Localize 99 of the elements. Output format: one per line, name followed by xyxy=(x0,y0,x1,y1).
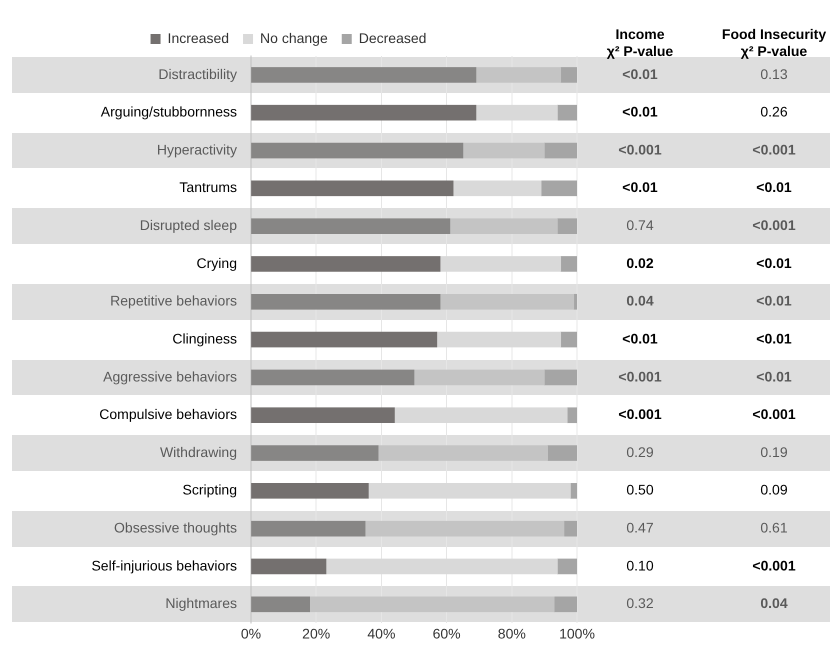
text: 0.47 xyxy=(626,520,654,536)
legend-label: Increased xyxy=(168,30,230,46)
bar xyxy=(554,596,577,612)
bar xyxy=(326,558,558,574)
y-tick-label: Tantrums xyxy=(179,179,237,196)
text: 0.61 xyxy=(760,520,788,536)
text: 0.74 xyxy=(626,217,654,234)
y-tick-label: Scripting xyxy=(182,482,237,498)
bar xyxy=(476,104,558,121)
text: Food Insecurity χ² P-value xyxy=(722,26,826,59)
text: 0.13 xyxy=(760,66,788,82)
bar xyxy=(566,407,577,424)
bar xyxy=(547,445,577,461)
bar xyxy=(309,596,555,612)
y-tick-label: Distractibility xyxy=(158,66,237,82)
bar xyxy=(251,332,438,348)
bar xyxy=(540,180,577,196)
y-tick-label: Self-injurious behaviors xyxy=(91,557,237,574)
x-tick-label: 40% xyxy=(367,625,396,642)
text: Income χ² P-value xyxy=(606,26,674,59)
bar xyxy=(368,483,571,499)
text: <0.01 xyxy=(756,330,792,346)
bar xyxy=(251,558,326,574)
bar xyxy=(251,67,476,83)
text: 0.50 xyxy=(626,482,654,498)
bar xyxy=(544,142,577,158)
bar xyxy=(462,142,545,158)
bar xyxy=(251,104,476,121)
text: 0.09 xyxy=(760,482,788,498)
bar xyxy=(251,407,395,424)
text: 0.29 xyxy=(626,444,654,460)
text: <0.01 xyxy=(622,66,658,82)
text: <0.01 xyxy=(756,254,792,271)
bar xyxy=(440,294,574,310)
text: <0.001 xyxy=(752,557,796,574)
y-tick-label: Disrupted sleep xyxy=(140,217,238,234)
bar xyxy=(251,142,464,158)
y-tick-label: Arguing/stubbornness xyxy=(100,104,237,120)
text: 0.02 xyxy=(626,254,654,271)
bar xyxy=(440,256,562,272)
text: <0.01 xyxy=(622,104,658,120)
text: <0.001 xyxy=(752,141,796,158)
y-tick-label: Clinginess xyxy=(172,330,237,346)
bar xyxy=(564,520,577,536)
text: <0.001 xyxy=(618,141,662,158)
y-tick-label: Repetitive behaviors xyxy=(110,292,237,309)
y-tick-label: Withdrawing xyxy=(160,444,237,460)
x-tick-label: 60% xyxy=(432,625,461,642)
y-tick-label: Nightmares xyxy=(165,595,237,612)
bar xyxy=(251,218,450,234)
bar xyxy=(450,218,558,234)
text: <0.01 xyxy=(756,368,792,384)
bar xyxy=(560,67,577,83)
text: 0.26 xyxy=(760,104,788,120)
y-tick-label: Hyperactivity xyxy=(156,141,237,158)
bar xyxy=(557,558,577,574)
text: <0.001 xyxy=(752,406,796,422)
bar xyxy=(544,370,577,386)
bar xyxy=(251,596,310,612)
text: <0.01 xyxy=(622,179,658,196)
bar xyxy=(251,256,440,272)
bar xyxy=(251,180,454,196)
bar xyxy=(414,370,545,386)
bar xyxy=(452,180,542,196)
bar xyxy=(251,370,414,386)
text: 0.19 xyxy=(760,444,788,460)
bar xyxy=(251,445,378,461)
text: <0.01 xyxy=(622,330,658,346)
text: 0.10 xyxy=(626,557,654,574)
y-tick-label: Aggressive behaviors xyxy=(103,368,237,384)
bar xyxy=(251,520,366,536)
bar xyxy=(436,332,562,348)
text: <0.01 xyxy=(756,179,792,196)
text: <0.001 xyxy=(618,406,662,422)
x-tick-label: 0% xyxy=(240,625,262,642)
x-tick-label: 20% xyxy=(302,625,330,642)
bar xyxy=(560,332,577,348)
text: <0.01 xyxy=(756,292,792,309)
bar xyxy=(476,67,562,83)
text: <0.001 xyxy=(618,368,662,384)
bar xyxy=(378,445,548,461)
bar xyxy=(251,294,440,310)
text: 0.32 xyxy=(626,595,654,612)
bar xyxy=(557,104,577,121)
x-tick-label: 100% xyxy=(559,625,595,642)
x-tick-label: 80% xyxy=(498,625,526,642)
text: 0.04 xyxy=(626,292,654,309)
bar xyxy=(394,407,568,424)
bar xyxy=(560,256,577,272)
y-tick-label: Crying xyxy=(196,254,237,271)
text: 0.04 xyxy=(760,595,788,612)
legend-label: Decreased xyxy=(358,30,426,46)
y-tick-label: Obsessive thoughts xyxy=(114,520,237,536)
legend-label: No change xyxy=(260,30,328,46)
bar xyxy=(364,520,564,536)
bar xyxy=(251,483,369,499)
bar xyxy=(557,218,577,234)
text: <0.001 xyxy=(752,217,796,234)
y-tick-label: Compulsive behaviors xyxy=(99,406,237,422)
